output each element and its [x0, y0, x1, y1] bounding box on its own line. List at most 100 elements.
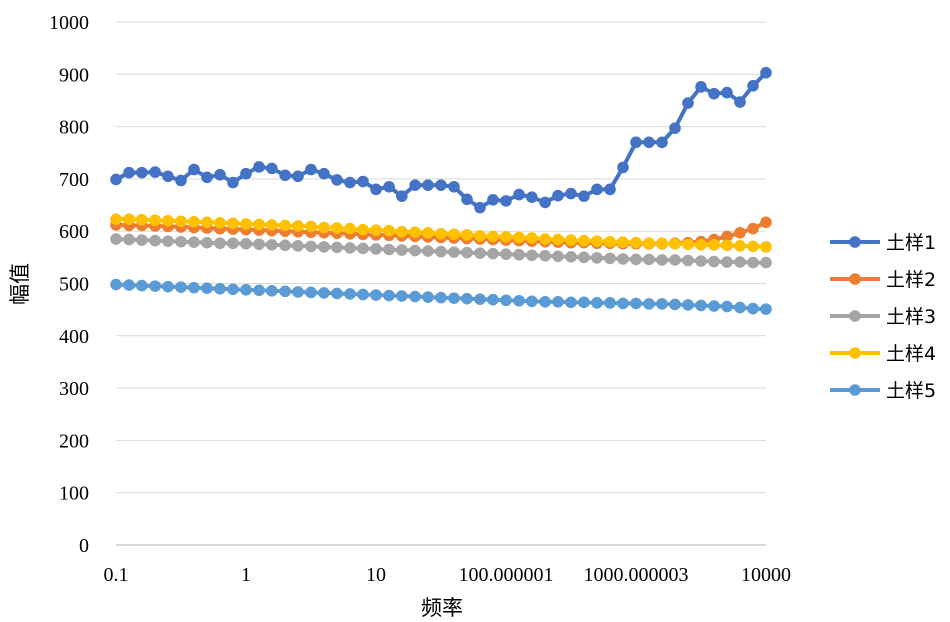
data-point [214, 168, 226, 181]
data-point [110, 278, 122, 291]
data-point [500, 231, 512, 243]
legend-swatch-marker [849, 273, 861, 285]
data-point [435, 179, 447, 191]
data-point [253, 218, 265, 231]
legend-item: 土样1 [830, 232, 936, 254]
data-point [227, 176, 239, 189]
data-point [734, 256, 746, 268]
data-point [578, 296, 590, 309]
y-tick-label: 400 [59, 326, 89, 348]
data-point [149, 280, 161, 292]
legend-item: 土样4 [830, 343, 936, 365]
series-group [110, 66, 772, 315]
data-point [292, 286, 304, 298]
data-point [565, 234, 577, 246]
data-point [396, 290, 408, 302]
y-tick-label: 300 [59, 378, 89, 400]
y-tick-label: 800 [59, 117, 89, 139]
data-point [435, 228, 447, 240]
data-point [123, 233, 135, 246]
data-point [266, 219, 278, 231]
series-4 [110, 213, 772, 253]
legend-label: 土样4 [886, 343, 936, 365]
data-point [240, 218, 252, 230]
data-point [578, 190, 590, 202]
data-point [448, 180, 460, 193]
data-point [578, 234, 590, 247]
data-point [604, 297, 616, 309]
data-point [760, 256, 772, 269]
data-point [708, 239, 720, 251]
data-point [552, 250, 564, 263]
data-point [630, 253, 642, 266]
data-point [318, 221, 330, 234]
data-point [357, 223, 369, 236]
data-point [383, 243, 395, 256]
data-point [565, 296, 577, 309]
data-point [734, 240, 746, 252]
data-point [747, 80, 759, 92]
data-point [175, 215, 187, 228]
data-point [682, 254, 694, 267]
data-point [604, 235, 616, 248]
data-point [214, 217, 226, 229]
data-point [136, 213, 148, 226]
data-point [357, 242, 369, 255]
data-point [760, 241, 772, 253]
data-point [539, 196, 551, 209]
legend-swatch-marker [849, 384, 861, 396]
data-point [435, 245, 447, 258]
data-point [552, 296, 564, 308]
data-point [123, 279, 135, 291]
data-point [656, 136, 668, 149]
data-point [500, 195, 512, 207]
data-point [643, 136, 655, 149]
data-point [539, 233, 551, 245]
legend-label: 土样1 [886, 232, 936, 254]
y-tick-label: 200 [59, 430, 89, 452]
data-point [383, 180, 395, 193]
data-point [370, 224, 382, 236]
data-point [513, 231, 525, 244]
data-point [201, 236, 213, 249]
data-point [708, 300, 720, 312]
data-point [188, 215, 200, 228]
data-point [305, 286, 317, 299]
data-point [630, 297, 642, 310]
data-point [292, 240, 304, 252]
data-point [188, 281, 200, 294]
gridlines [116, 21, 766, 546]
data-point [656, 254, 668, 266]
data-point [357, 175, 369, 188]
data-point [708, 255, 720, 268]
data-point [604, 252, 616, 265]
data-point [500, 294, 512, 307]
data-point [643, 237, 655, 250]
data-point [695, 255, 707, 267]
data-point [448, 228, 460, 241]
data-point [474, 247, 486, 259]
data-point [487, 293, 499, 306]
data-point [591, 235, 603, 247]
data-point [279, 169, 291, 182]
data-point [721, 256, 733, 268]
data-point [357, 288, 369, 301]
data-point [331, 174, 343, 186]
data-point [422, 245, 434, 257]
data-point [513, 248, 525, 261]
data-point [136, 279, 148, 292]
data-point [695, 81, 707, 93]
data-point [240, 237, 252, 250]
y-tick-label: 1000 [49, 12, 89, 34]
legend-swatch-marker [849, 310, 861, 322]
data-point [188, 236, 200, 248]
data-point [370, 243, 382, 255]
data-point [201, 216, 213, 229]
data-point [461, 193, 473, 206]
data-point [513, 188, 525, 201]
data-point [396, 244, 408, 256]
data-point [617, 161, 629, 174]
data-point [474, 293, 486, 305]
data-point [149, 214, 161, 227]
data-point [123, 213, 135, 225]
